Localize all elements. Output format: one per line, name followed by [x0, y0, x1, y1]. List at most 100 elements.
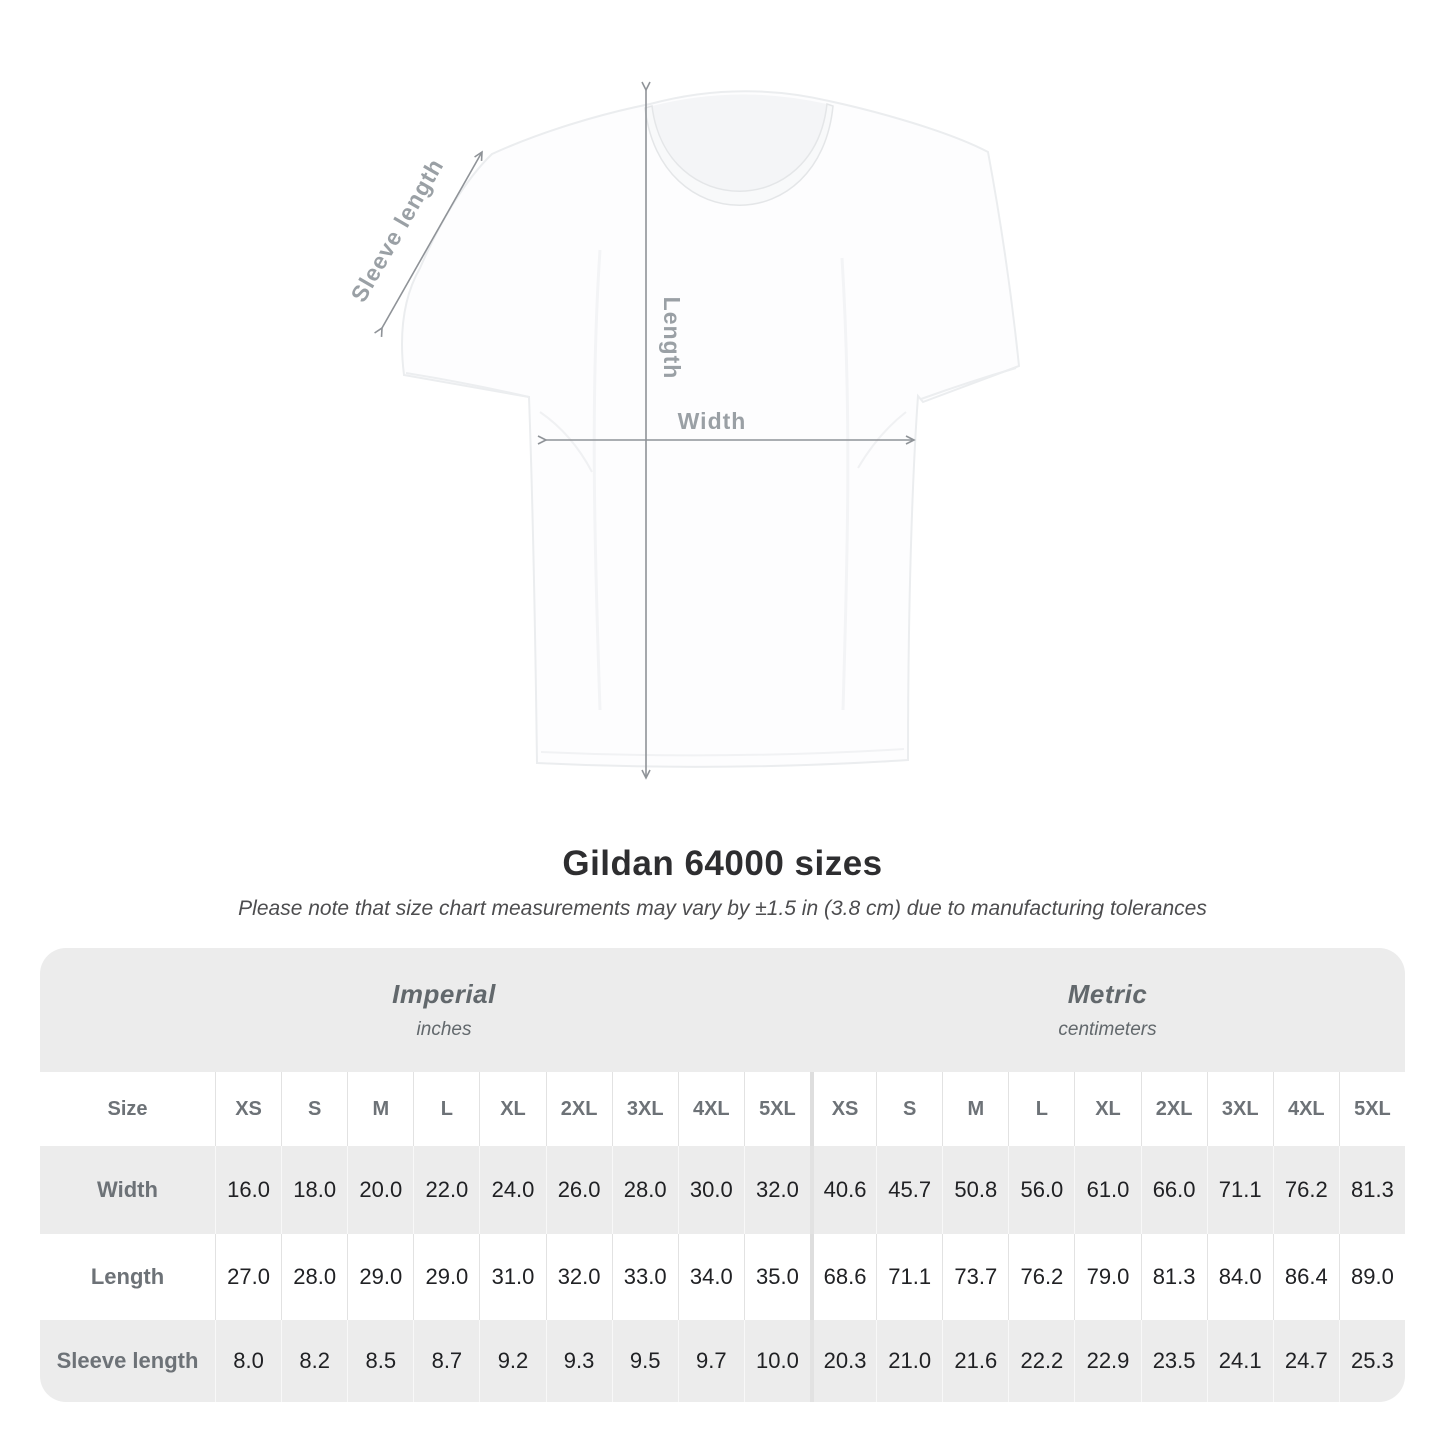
cell: 22.2	[1008, 1320, 1074, 1402]
cell: 26.0	[545, 1146, 612, 1234]
cell: 40.6	[810, 1146, 876, 1234]
neck-opening	[652, 94, 827, 192]
length-arrow-label: Length	[659, 297, 685, 380]
cell: 35.0	[743, 1234, 810, 1320]
cell: 79.0	[1074, 1234, 1140, 1320]
table-row-sleeve-length: Sleeve length 8.0 8.2 8.5 8.7 9.2 9.3 9.…	[40, 1320, 1405, 1402]
cell: 20.3	[810, 1320, 876, 1402]
size-col-header: 3XL	[1206, 1072, 1273, 1146]
size-col-header: XS	[810, 1072, 876, 1146]
tolerance-note: Please note that size chart measurements…	[238, 897, 1207, 920]
size-col-header: 5XL	[1338, 1072, 1405, 1146]
tshirt-measurement-figure: Width Length Sleeve length	[345, 81, 1021, 780]
cell: 9.3	[545, 1320, 612, 1402]
table-row-width: Width 16.0 18.0 20.0 22.0 24.0 26.0 28.0…	[40, 1146, 1405, 1234]
cell: 31.0	[479, 1234, 545, 1320]
size-col-header: S	[281, 1072, 347, 1146]
cell: 21.6	[942, 1320, 1008, 1402]
row-label: Width	[97, 1177, 158, 1202]
cell: 24.0	[479, 1146, 545, 1234]
wrinkle-line	[592, 249, 602, 711]
cell: 32.0	[743, 1146, 810, 1234]
cell: 16.0	[215, 1146, 281, 1234]
cell: 9.5	[611, 1320, 678, 1402]
cell: 34.0	[677, 1234, 744, 1320]
size-col-header: XL	[479, 1072, 545, 1146]
size-table: Imperial inches Metric centimeters Size …	[40, 948, 1405, 1402]
unit-header-row: Imperial inches Metric centimeters	[40, 948, 1405, 1072]
width-arrow-label: Width	[678, 408, 747, 434]
size-col-header: 3XL	[611, 1072, 678, 1146]
size-col-header: 2XL	[1140, 1072, 1207, 1146]
cell: 76.2	[1008, 1234, 1074, 1320]
size-header-label: Size	[107, 1097, 148, 1120]
cell: 28.0	[611, 1146, 678, 1234]
row-label: Length	[90, 1264, 165, 1289]
size-col-header: S	[876, 1072, 942, 1146]
size-header-row: Size XS S M L XL 2XL 3XL 4XL 5XL XS S M …	[40, 1072, 1405, 1146]
cell: 71.1	[876, 1234, 942, 1320]
page-title: Gildan 64000 sizes	[562, 844, 883, 883]
row-label: Sleeve length	[56, 1348, 199, 1373]
cell: 68.6	[810, 1234, 876, 1320]
cell: 71.1	[1206, 1146, 1273, 1234]
cell: 9.7	[677, 1320, 744, 1402]
cell: 22.9	[1074, 1320, 1140, 1402]
imperial-title: Imperial	[392, 979, 496, 1009]
cell: 56.0	[1008, 1146, 1074, 1234]
cell: 76.2	[1272, 1146, 1339, 1234]
cell: 81.3	[1338, 1146, 1405, 1234]
imperial-header: Imperial inches	[40, 979, 810, 1041]
metric-title: Metric	[1067, 979, 1148, 1009]
cell: 89.0	[1338, 1234, 1405, 1320]
cell: 73.7	[942, 1234, 1008, 1320]
size-col-header: L	[413, 1072, 479, 1146]
size-col-header: 5XL	[743, 1072, 810, 1146]
cell: 81.3	[1140, 1234, 1207, 1320]
size-col-header: 4XL	[1272, 1072, 1339, 1146]
cell: 61.0	[1074, 1146, 1140, 1234]
size-col-header: XS	[215, 1072, 281, 1146]
cell: 30.0	[677, 1146, 744, 1234]
imperial-subtitle: inches	[416, 1019, 472, 1040]
cell: 66.0	[1140, 1146, 1207, 1234]
size-col-header: 4XL	[677, 1072, 744, 1146]
right-sleeve-hem	[920, 367, 1017, 400]
table-row-length: Length 27.0 28.0 29.0 29.0 31.0 32.0 33.…	[40, 1234, 1405, 1320]
cell: 24.1	[1206, 1320, 1273, 1402]
cell: 29.0	[413, 1234, 479, 1320]
cell: 86.4	[1272, 1234, 1339, 1320]
cell: 10.0	[743, 1320, 810, 1402]
cell: 24.7	[1272, 1320, 1339, 1402]
metric-header: Metric centimeters	[810, 979, 1405, 1041]
cell: 9.2	[479, 1320, 545, 1402]
cell: 50.8	[942, 1146, 1008, 1234]
metric-subtitle: centimeters	[1058, 1019, 1157, 1040]
cell: 27.0	[215, 1234, 281, 1320]
cell: 21.0	[876, 1320, 942, 1402]
cell: 29.0	[347, 1234, 413, 1320]
cell: 23.5	[1140, 1320, 1207, 1402]
size-col-header: XL	[1074, 1072, 1140, 1146]
cell: 22.0	[413, 1146, 479, 1234]
cell: 20.0	[347, 1146, 413, 1234]
cell: 8.0	[215, 1320, 281, 1402]
cell: 8.7	[413, 1320, 479, 1402]
wrinkle-line	[840, 257, 850, 711]
cell: 8.2	[281, 1320, 347, 1402]
sleeve-length-arrow	[374, 150, 483, 337]
size-col-header: M	[942, 1072, 1008, 1146]
cell: 33.0	[611, 1234, 678, 1320]
cell: 25.3	[1338, 1320, 1405, 1402]
size-col-header: L	[1008, 1072, 1074, 1146]
measurement-arrows	[374, 81, 916, 780]
cell: 84.0	[1206, 1234, 1273, 1320]
cell: 45.7	[876, 1146, 942, 1234]
collar-band	[644, 102, 834, 206]
cell: 8.5	[347, 1320, 413, 1402]
cell: 28.0	[281, 1234, 347, 1320]
left-sleeve-hem	[405, 372, 530, 398]
cell: 18.0	[281, 1146, 347, 1234]
cell: 32.0	[545, 1234, 612, 1320]
